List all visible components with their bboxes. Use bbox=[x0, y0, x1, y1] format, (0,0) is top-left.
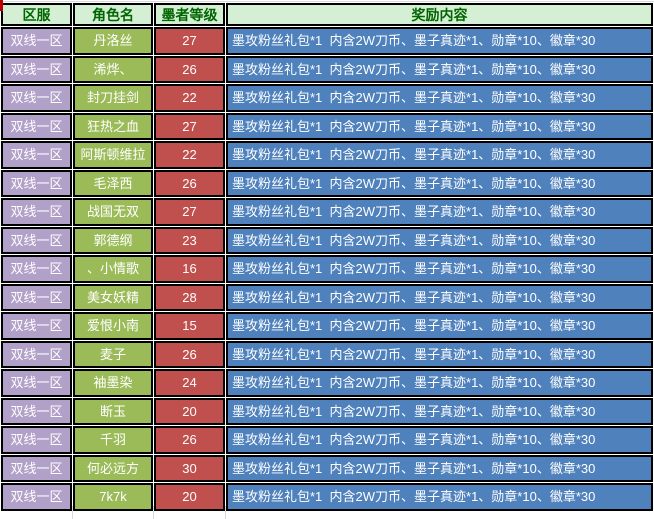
header-cell-name[interactable]: 角色名 bbox=[73, 3, 153, 26]
cell-level[interactable]: 20 bbox=[154, 397, 225, 425]
cell-character-name[interactable]: 浠烨、 bbox=[73, 55, 153, 83]
gridline-vertical bbox=[153, 506, 154, 519]
cell-reward[interactable]: 墨攻粉丝礼包*1 内含2W刀币、墨子真迹*1、勋章*10、徽章*30 bbox=[226, 169, 653, 197]
table-row: 双线一区 袖墨染 24 墨攻粉丝礼包*1 内含2W刀币、墨子真迹*1、勋章*10… bbox=[1, 369, 653, 397]
table-row: 双线一区 断玉 20 墨攻粉丝礼包*1 内含2W刀币、墨子真迹*1、勋章*10、… bbox=[1, 397, 653, 425]
cell-reward[interactable]: 墨攻粉丝礼包*1 内含2W刀币、墨子真迹*1、勋章*10、徽章*30 bbox=[226, 340, 653, 368]
cell-server[interactable]: 双线一区 bbox=[1, 312, 72, 340]
cell-character-name[interactable]: 阿斯顿维拉 bbox=[73, 141, 153, 169]
cell-level[interactable]: 26 bbox=[154, 55, 225, 83]
cell-reward[interactable]: 墨攻粉丝礼包*1 内含2W刀币、墨子真迹*1、勋章*10、徽章*30 bbox=[226, 141, 653, 169]
table-row: 双线一区 丹洛丝 27 墨攻粉丝礼包*1 内含2W刀币、墨子真迹*1、勋章*10… bbox=[1, 27, 653, 55]
table-row: 双线一区 麦子 26 墨攻粉丝礼包*1 内含2W刀币、墨子真迹*1、勋章*10、… bbox=[1, 340, 653, 368]
header-cell-level[interactable]: 墨者等级 bbox=[154, 3, 225, 26]
cell-character-name[interactable]: 丹洛丝 bbox=[73, 27, 153, 55]
cell-server[interactable]: 双线一区 bbox=[1, 55, 72, 83]
cell-reward[interactable]: 墨攻粉丝礼包*1 内含2W刀币、墨子真迹*1、勋章*10、徽章*30 bbox=[226, 226, 653, 254]
cell-character-name[interactable]: 何必远方 bbox=[73, 454, 153, 482]
cell-level[interactable]: 24 bbox=[154, 369, 225, 397]
cell-reward[interactable]: 墨攻粉丝礼包*1 内含2W刀币、墨子真迹*1、勋章*10、徽章*30 bbox=[226, 426, 653, 454]
cell-server[interactable]: 双线一区 bbox=[1, 454, 72, 482]
cell-level[interactable]: 28 bbox=[154, 283, 225, 311]
cell-level[interactable]: 30 bbox=[154, 454, 225, 482]
table-row: 双线一区 战国无双 27 墨攻粉丝礼包*1 内含2W刀币、墨子真迹*1、勋章*1… bbox=[1, 198, 653, 226]
cell-server[interactable]: 双线一区 bbox=[1, 112, 72, 140]
cell-server[interactable]: 双线一区 bbox=[1, 340, 72, 368]
cell-server[interactable]: 双线一区 bbox=[1, 255, 72, 283]
cell-level[interactable]: 22 bbox=[154, 84, 225, 112]
cell-server[interactable]: 双线一区 bbox=[1, 397, 72, 425]
cell-level[interactable]: 22 bbox=[154, 141, 225, 169]
cell-server[interactable]: 双线一区 bbox=[1, 141, 72, 169]
cell-character-name[interactable]: 麦子 bbox=[73, 340, 153, 368]
table-row: 双线一区 毛泽西 26 墨攻粉丝礼包*1 内含2W刀币、墨子真迹*1、勋章*10… bbox=[1, 169, 653, 197]
cell-level[interactable]: 26 bbox=[154, 169, 225, 197]
cell-reward[interactable]: 墨攻粉丝礼包*1 内含2W刀币、墨子真迹*1、勋章*10、徽章*30 bbox=[226, 369, 653, 397]
cell-character-name[interactable]: 袖墨染 bbox=[73, 369, 153, 397]
cell-level[interactable]: 26 bbox=[154, 340, 225, 368]
cell-server[interactable]: 双线一区 bbox=[1, 283, 72, 311]
cell-reward[interactable]: 墨攻粉丝礼包*1 内含2W刀币、墨子真迹*1、勋章*10、徽章*30 bbox=[226, 397, 653, 425]
header-cell-reward[interactable]: 奖励内容 bbox=[226, 3, 653, 26]
cell-level[interactable]: 27 bbox=[154, 198, 225, 226]
cell-level[interactable]: 27 bbox=[154, 27, 225, 55]
cell-reward[interactable]: 墨攻粉丝礼包*1 内含2W刀币、墨子真迹*1、勋章*10、徽章*30 bbox=[226, 454, 653, 482]
table-body: 双线一区 丹洛丝 27 墨攻粉丝礼包*1 内含2W刀币、墨子真迹*1、勋章*10… bbox=[1, 27, 653, 511]
header-row: 区服 角色名 墨者等级 奖励内容 bbox=[1, 3, 653, 26]
cell-reward[interactable]: 墨攻粉丝礼包*1 内含2W刀币、墨子真迹*1、勋章*10、徽章*30 bbox=[226, 55, 653, 83]
cell-reward[interactable]: 墨攻粉丝礼包*1 内含2W刀币、墨子真迹*1、勋章*10、徽章*30 bbox=[226, 483, 653, 511]
cell-server[interactable]: 双线一区 bbox=[1, 226, 72, 254]
cell-reward[interactable]: 墨攻粉丝礼包*1 内含2W刀币、墨子真迹*1、勋章*10、徽章*30 bbox=[226, 84, 653, 112]
cell-character-name[interactable]: 封刀挂剑 bbox=[73, 84, 153, 112]
cell-server[interactable]: 双线一区 bbox=[1, 27, 72, 55]
cell-server[interactable]: 双线一区 bbox=[1, 198, 72, 226]
table-row: 双线一区 美女妖精 28 墨攻粉丝礼包*1 内含2W刀币、墨子真迹*1、勋章*1… bbox=[1, 283, 653, 311]
cell-level[interactable]: 16 bbox=[154, 255, 225, 283]
table-row: 双线一区 、小情歌 16 墨攻粉丝礼包*1 内含2W刀币、墨子真迹*1、勋章*1… bbox=[1, 255, 653, 283]
cell-server[interactable]: 双线一区 bbox=[1, 483, 72, 511]
table-row: 双线一区 阿斯顿维拉 22 墨攻粉丝礼包*1 内含2W刀币、墨子真迹*1、勋章*… bbox=[1, 141, 653, 169]
cell-reward[interactable]: 墨攻粉丝礼包*1 内含2W刀币、墨子真迹*1、勋章*10、徽章*30 bbox=[226, 198, 653, 226]
cell-character-name[interactable]: 爱恨小南 bbox=[73, 312, 153, 340]
cell-character-name[interactable]: 、小情歌 bbox=[73, 255, 153, 283]
cell-character-name[interactable]: 断玉 bbox=[73, 397, 153, 425]
cell-reward[interactable]: 墨攻粉丝礼包*1 内含2W刀币、墨子真迹*1、勋章*10、徽章*30 bbox=[226, 283, 653, 311]
cell-level[interactable]: 23 bbox=[154, 226, 225, 254]
cell-level[interactable]: 20 bbox=[154, 483, 225, 511]
cell-character-name[interactable]: 毛泽西 bbox=[73, 169, 153, 197]
cell-character-name[interactable]: 郭德纲 bbox=[73, 226, 153, 254]
cell-reward[interactable]: 墨攻粉丝礼包*1 内含2W刀币、墨子真迹*1、勋章*10、徽章*30 bbox=[226, 312, 653, 340]
gridline-vertical bbox=[225, 506, 226, 519]
table-row: 双线一区 千羽 26 墨攻粉丝礼包*1 内含2W刀币、墨子真迹*1、勋章*10、… bbox=[1, 426, 653, 454]
header-cell-server[interactable]: 区服 bbox=[1, 3, 72, 26]
cell-level[interactable]: 27 bbox=[154, 112, 225, 140]
cell-character-name[interactable]: 千羽 bbox=[73, 426, 153, 454]
cell-reward[interactable]: 墨攻粉丝礼包*1 内含2W刀币、墨子真迹*1、勋章*10、徽章*30 bbox=[226, 255, 653, 283]
cell-reward[interactable]: 墨攻粉丝礼包*1 内含2W刀币、墨子真迹*1、勋章*10、徽章*30 bbox=[226, 27, 653, 55]
cell-level[interactable]: 15 bbox=[154, 312, 225, 340]
gridline-vertical bbox=[72, 506, 73, 519]
cell-reward[interactable]: 墨攻粉丝礼包*1 内含2W刀币、墨子真迹*1、勋章*10、徽章*30 bbox=[226, 112, 653, 140]
table-row: 双线一区 浠烨、 26 墨攻粉丝礼包*1 内含2W刀币、墨子真迹*1、勋章*10… bbox=[1, 55, 653, 83]
table-row: 双线一区 爱恨小南 15 墨攻粉丝礼包*1 内含2W刀币、墨子真迹*1、勋章*1… bbox=[1, 312, 653, 340]
cell-server[interactable]: 双线一区 bbox=[1, 84, 72, 112]
cell-character-name[interactable]: 战国无双 bbox=[73, 198, 153, 226]
gridline-horizontal bbox=[0, 1, 654, 2]
cell-server[interactable]: 双线一区 bbox=[1, 369, 72, 397]
selection-marker bbox=[0, 0, 3, 11]
table-row: 双线一区 何必远方 30 墨攻粉丝礼包*1 内含2W刀币、墨子真迹*1、勋章*1… bbox=[1, 454, 653, 482]
cell-character-name[interactable]: 7k7k bbox=[73, 483, 153, 511]
cell-server[interactable]: 双线一区 bbox=[1, 426, 72, 454]
cell-level[interactable]: 26 bbox=[154, 426, 225, 454]
cell-character-name[interactable]: 狂热之血 bbox=[73, 112, 153, 140]
table-row: 双线一区 封刀挂剑 22 墨攻粉丝礼包*1 内含2W刀币、墨子真迹*1、勋章*1… bbox=[1, 84, 653, 112]
table-row: 双线一区 7k7k 20 墨攻粉丝礼包*1 内含2W刀币、墨子真迹*1、勋章*1… bbox=[1, 483, 653, 511]
table-row: 双线一区 狂热之血 27 墨攻粉丝礼包*1 内含2W刀币、墨子真迹*1、勋章*1… bbox=[1, 112, 653, 140]
cell-server[interactable]: 双线一区 bbox=[1, 169, 72, 197]
table-row: 双线一区 郭德纲 23 墨攻粉丝礼包*1 内含2W刀币、墨子真迹*1、勋章*10… bbox=[1, 226, 653, 254]
cell-character-name[interactable]: 美女妖精 bbox=[73, 283, 153, 311]
